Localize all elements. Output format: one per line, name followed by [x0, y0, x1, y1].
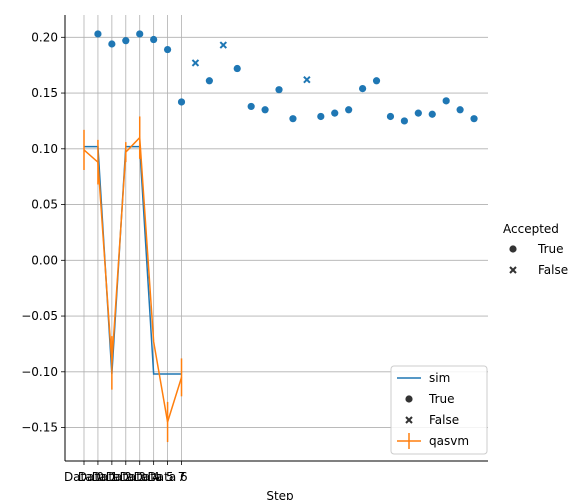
y-tick-label: 0.20 — [31, 30, 58, 44]
y-tick-label: 0.15 — [31, 86, 58, 100]
scatter-point-true — [177, 98, 186, 106]
scatter-point-true — [386, 112, 395, 121]
series-line-qasvm — [83, 135, 183, 423]
scatter-point-true — [331, 109, 339, 117]
legend-outer-title: Accepted — [503, 222, 559, 236]
y-tick-label: −0.10 — [21, 365, 58, 379]
scatter-point-true — [233, 64, 241, 73]
scatter-point-true — [150, 35, 158, 44]
scatter-point-true — [94, 30, 102, 38]
legend-inner-label: True — [428, 392, 455, 406]
scatter-point-false — [191, 59, 200, 67]
legend-inner-frame — [390, 365, 488, 455]
y-tick-label: −0.15 — [21, 421, 58, 435]
scatter-point-true — [400, 117, 408, 125]
scatter-point-true — [359, 84, 367, 93]
scatter-point-true — [163, 45, 172, 54]
legend-inner-label: sim — [429, 371, 450, 385]
legend-inner-marker-cross — [405, 416, 413, 424]
scatter-point-false — [219, 41, 228, 49]
y-tick-label: −0.05 — [21, 309, 58, 323]
legend-inner: sim True False qasvm — [390, 365, 488, 455]
y-tick-label: 0.00 — [31, 253, 58, 267]
scatter-point-true — [275, 86, 283, 94]
scatter-point-true — [261, 106, 269, 114]
scatter-point-true — [108, 40, 116, 48]
x-axis-label: Step — [266, 489, 293, 500]
legend-outer-label: False — [538, 263, 568, 277]
legend-inner-label: False — [429, 413, 459, 427]
legend-inner-marker-dot — [405, 395, 413, 403]
scatter-point-true — [317, 112, 325, 121]
grid — [65, 15, 488, 461]
x-tick-label: Data 5 — [134, 470, 174, 484]
scatter-point-true — [456, 106, 464, 114]
scatter-point-true — [372, 77, 381, 85]
scatter-point-true — [470, 115, 478, 123]
scatter-points — [94, 30, 478, 125]
x-tick-label: Data 1 — [78, 470, 118, 484]
legend-outer: Accepted True False — [503, 222, 568, 277]
scatter-point-true — [414, 109, 422, 117]
x-tick-label: 7 — [178, 470, 186, 484]
legend-inner-label: qasvm — [429, 434, 469, 448]
x-tick-label: Data 4 — [120, 470, 160, 484]
scatter-point-true — [122, 37, 130, 45]
x-tick-label: Data 0 — [64, 470, 104, 484]
series-line-sim — [84, 145, 182, 375]
scatter-point-true — [289, 115, 297, 123]
scatter-point-true — [247, 102, 255, 111]
y-tick-label: 0.05 — [31, 198, 58, 212]
scatter-point-true — [345, 106, 353, 114]
x-tick-label: Data 2 — [92, 470, 132, 484]
x-tick-label: Data 6 — [148, 470, 188, 484]
scatter-point-false — [303, 75, 311, 84]
y-tick-label: 0.10 — [31, 142, 58, 156]
legend-outer-marker-dot — [509, 245, 517, 253]
scatter-point-true — [428, 110, 436, 118]
x-tick-label: Data 3 — [106, 470, 146, 484]
scatter-point-true — [136, 30, 144, 38]
series-lines — [83, 116, 183, 443]
scatter-point-true — [442, 97, 450, 105]
legend-outer-label: True — [537, 242, 564, 256]
legend-outer-marker-cross — [509, 266, 517, 274]
scatter-point-true — [205, 77, 213, 85]
axes: −0.15 −0.10 −0.05 0.00 0.05 0.10 0.15 0.20 Data … — [21, 15, 488, 484]
